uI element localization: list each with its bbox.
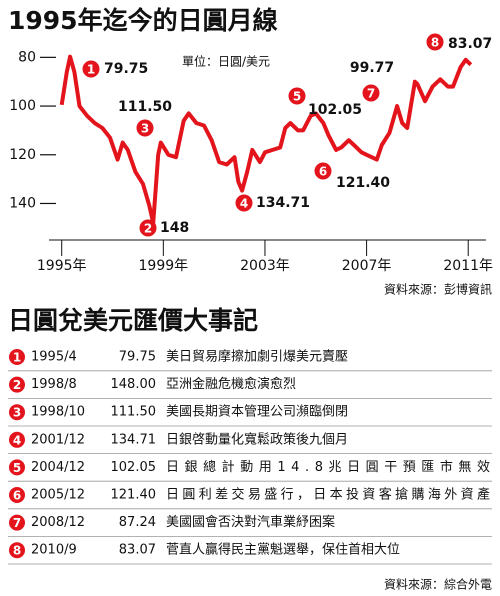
row-rate: 87.24 bbox=[119, 515, 156, 530]
row-event: 美日貿易摩擦加劇引爆美元賣壓 bbox=[166, 349, 348, 365]
annotation-marker bbox=[136, 119, 154, 137]
annotation-marker bbox=[362, 84, 380, 102]
row-rate: 148.00 bbox=[111, 377, 157, 392]
annotation-marker bbox=[288, 87, 306, 105]
x-tick-label: 2007年 bbox=[342, 258, 392, 274]
annotation-number: 8 bbox=[431, 36, 439, 50]
row-marker bbox=[9, 514, 25, 531]
unit-label: 單位：日圓/美元 bbox=[182, 54, 270, 69]
annotation-number: 5 bbox=[293, 90, 301, 104]
row-number: 7 bbox=[13, 516, 21, 530]
annotation-label: 148 bbox=[160, 220, 189, 236]
row-number: 1 bbox=[13, 351, 21, 365]
x-tick-label: 1999年 bbox=[139, 258, 189, 274]
annotation-label: 102.05 bbox=[308, 102, 362, 118]
y-tick-label: 140 bbox=[9, 195, 36, 211]
annotation-marker bbox=[82, 60, 100, 78]
chart-source: 資料來源：彭博資訊 bbox=[384, 282, 492, 297]
row-marker bbox=[9, 349, 25, 365]
row-rate: 83.07 bbox=[119, 543, 156, 558]
row-rate: 79.75 bbox=[119, 350, 156, 365]
row-date: 1998/8 bbox=[31, 377, 77, 392]
annotation-label: 121.40 bbox=[336, 175, 390, 191]
row-number: 3 bbox=[13, 406, 21, 420]
annotation-marker bbox=[314, 162, 332, 180]
annotation-marker bbox=[139, 219, 157, 237]
price-line bbox=[59, 54, 473, 225]
row-rate: 102.05 bbox=[111, 460, 157, 475]
table-title: 日圓兌美元匯價大事記 bbox=[8, 306, 258, 335]
annotation-marker bbox=[235, 194, 253, 212]
annotation-number: 6 bbox=[319, 165, 327, 179]
annotation-label: 99.77 bbox=[350, 60, 394, 76]
annotation-number: 2 bbox=[144, 222, 152, 236]
row-date: 2004/12 bbox=[31, 460, 85, 475]
row-marker bbox=[9, 459, 25, 476]
annotation-label: 83.07 bbox=[448, 36, 492, 52]
annotation-number: 3 bbox=[141, 122, 149, 136]
y-tick-label: 100 bbox=[9, 98, 36, 114]
chart-title: 1995年迄今的日圓月線 bbox=[8, 6, 278, 35]
table-source: 資料來源：綜合外電 bbox=[384, 577, 492, 592]
row-number: 8 bbox=[13, 544, 21, 558]
y-tick-label: 120 bbox=[9, 147, 36, 163]
row-date: 2005/12 bbox=[31, 488, 85, 503]
row-number: 5 bbox=[13, 461, 21, 475]
row-date: 2001/12 bbox=[31, 432, 85, 447]
row-marker bbox=[9, 404, 25, 421]
row-rate: 134.71 bbox=[111, 432, 157, 447]
row-number: 6 bbox=[13, 489, 21, 503]
row-date: 2008/12 bbox=[31, 515, 85, 530]
annotation-number: 7 bbox=[367, 87, 375, 101]
row-date: 1995/4 bbox=[31, 350, 77, 365]
row-date: 1998/10 bbox=[31, 405, 85, 420]
row-date: 2010/9 bbox=[31, 543, 77, 558]
x-tick-label: 2003年 bbox=[240, 258, 290, 274]
row-event: 美國國會否決對汽車業紓困案 bbox=[166, 514, 335, 530]
y-tick-label: 80 bbox=[18, 49, 36, 65]
row-event: 日圓利差交易盛行，日本投資客搶購海外資產 bbox=[166, 487, 490, 503]
row-event: 亞洲金融危機愈演愈烈 bbox=[166, 376, 296, 392]
row-marker bbox=[9, 431, 25, 448]
row-marker bbox=[9, 376, 25, 393]
annotation-number: 1 bbox=[87, 63, 95, 77]
row-rate: 111.50 bbox=[111, 405, 157, 420]
annotation-marker bbox=[426, 33, 444, 51]
annotation-label: 134.71 bbox=[256, 195, 310, 211]
row-marker bbox=[9, 487, 25, 503]
annotation-number: 4 bbox=[240, 197, 248, 211]
annotation-label: 111.50 bbox=[118, 99, 172, 115]
x-tick-label: 1995年 bbox=[37, 258, 87, 274]
row-marker bbox=[9, 542, 25, 559]
row-number: 4 bbox=[13, 433, 21, 447]
annotation-label: 79.75 bbox=[104, 61, 148, 77]
x-tick-label: 2011年 bbox=[443, 258, 493, 274]
row-event: 菅直人贏得民主黨魁選舉，保住首相大位 bbox=[166, 542, 400, 558]
row-event: 美國長期資本管理公司瀕臨倒閉 bbox=[166, 405, 348, 420]
row-event: 日銀啓動量化寬鬆政策後九個月 bbox=[166, 431, 348, 447]
row-event: 日銀總計動用14.8兆日圓干預匯市無效 bbox=[166, 459, 490, 475]
row-number: 2 bbox=[13, 378, 21, 392]
row-rate: 121.40 bbox=[111, 488, 157, 503]
